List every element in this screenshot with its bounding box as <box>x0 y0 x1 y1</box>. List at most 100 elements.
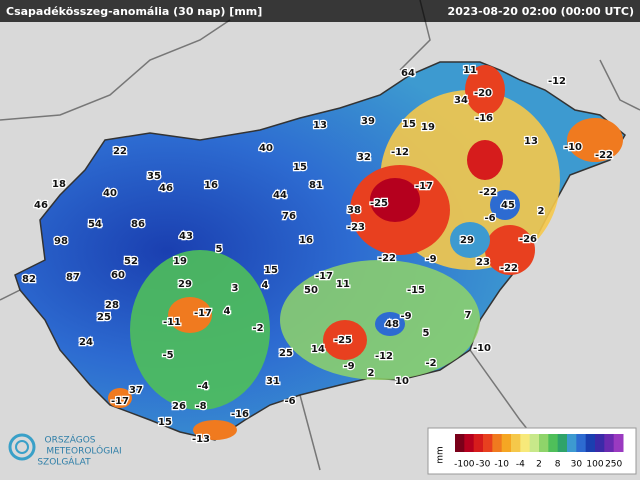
station-value: 19 <box>421 122 435 133</box>
legend-swatch <box>548 434 559 452</box>
station-value: -4 <box>197 381 208 392</box>
legend-label: -10 <box>494 460 509 470</box>
station-value: 3 <box>232 283 239 294</box>
station-value: 35 <box>147 171 161 182</box>
station-value: 34 <box>454 95 468 106</box>
legend-label: 8 <box>555 460 561 470</box>
station-value: -6 <box>484 213 495 224</box>
station-value: 11 <box>336 279 350 290</box>
station-value: -11 <box>163 317 181 328</box>
station-value: 28 <box>105 300 119 311</box>
legend-swatch <box>557 434 568 452</box>
station-value: -17 <box>415 181 433 192</box>
station-value: 25 <box>97 312 111 323</box>
station-value: -10 <box>564 142 582 153</box>
station-value: 24 <box>79 337 93 348</box>
station-value: 48 <box>385 319 399 330</box>
station-value: 38 <box>347 205 361 216</box>
station-value: 76 <box>282 211 296 222</box>
station-value: -16 <box>475 113 493 124</box>
station-value: -17 <box>194 308 212 319</box>
station-value: -17 <box>111 396 129 407</box>
station-value: 46 <box>34 200 48 211</box>
station-value: 2 <box>538 206 545 217</box>
station-value: 87 <box>66 272 80 283</box>
station-value: -22 <box>479 187 497 198</box>
legend-label: 2 <box>536 460 542 470</box>
station-value: 5 <box>216 244 223 255</box>
station-value: -12 <box>375 351 393 362</box>
station-value: 16 <box>204 180 218 191</box>
station-value: 2 <box>368 368 375 379</box>
station-value: -8 <box>195 401 206 412</box>
station-value: 40 <box>259 143 273 154</box>
legend-swatch <box>520 434 531 452</box>
station-value: 31 <box>266 376 280 387</box>
station-value: -22 <box>595 150 613 161</box>
station-value: 45 <box>501 200 515 211</box>
legend-swatch <box>595 434 605 452</box>
station-value: -23 <box>347 222 365 233</box>
station-value: 5 <box>423 328 430 339</box>
legend-swatch <box>604 434 615 452</box>
legend-swatch <box>511 434 521 452</box>
station-value: 43 <box>179 231 193 242</box>
station-value: 15 <box>293 162 307 173</box>
station-value: 98 <box>54 236 68 247</box>
logo: ORSZÁGOS METEOROLÓGIAI SZOLGÁLAT <box>8 433 122 468</box>
station-value: 64 <box>401 68 415 79</box>
station-value: -2 <box>425 358 436 369</box>
station-value: 52 <box>124 256 138 267</box>
station-value: -16 <box>231 409 249 420</box>
station-value: 23 <box>476 257 490 268</box>
station-value: 4 <box>262 280 269 291</box>
station-value: 22 <box>113 146 127 157</box>
station-value: -9 <box>343 361 354 372</box>
legend-swatch <box>464 434 475 452</box>
station-value: -20 <box>474 88 492 99</box>
station-value: 29 <box>460 235 474 246</box>
legend-swatch <box>473 434 484 452</box>
station-value: -12 <box>548 76 566 87</box>
header-bar <box>0 0 640 22</box>
station-value: -5 <box>162 350 173 361</box>
station-value: -26 <box>519 234 537 245</box>
legend-swatch <box>567 434 577 452</box>
station-value: 60 <box>111 270 125 281</box>
station-value: 81 <box>309 180 323 191</box>
station-value: 13 <box>524 136 538 147</box>
station-value: -17 <box>315 271 333 282</box>
station-value: -13 <box>192 434 210 445</box>
logo-line: SZOLGÁLAT <box>37 456 91 468</box>
station-value: -15 <box>407 285 425 296</box>
legend-label: -4 <box>516 460 525 470</box>
station-value: -10 <box>473 343 491 354</box>
legend-label: 30 <box>571 460 583 470</box>
legend-swatch <box>529 434 540 452</box>
station-value: 18 <box>52 179 66 190</box>
logo-line: ORSZÁGOS <box>45 434 96 446</box>
station-value: 50 <box>304 285 318 296</box>
station-value: 11 <box>463 65 477 76</box>
station-value: 37 <box>129 385 143 396</box>
station-value: -12 <box>391 147 409 158</box>
station-value: 19 <box>173 256 187 267</box>
station-value: -9 <box>400 311 411 322</box>
station-value: -22 <box>378 253 396 264</box>
station-value: -2 <box>252 323 263 334</box>
legend-swatch <box>539 434 549 452</box>
legend-swatch <box>455 434 465 452</box>
legend-swatch <box>492 434 503 452</box>
station-value: 16 <box>299 235 313 246</box>
station-value: 29 <box>178 279 192 290</box>
legend-label: 250 <box>605 460 622 470</box>
station-value: 10 <box>395 376 409 387</box>
station-value: -22 <box>500 263 518 274</box>
station-value: 44 <box>273 190 287 201</box>
station-value: 25 <box>279 348 293 359</box>
station-value: 26 <box>172 401 186 412</box>
legend-swatch <box>576 434 587 452</box>
legend-swatch <box>613 434 624 452</box>
station-value: 54 <box>88 219 102 230</box>
